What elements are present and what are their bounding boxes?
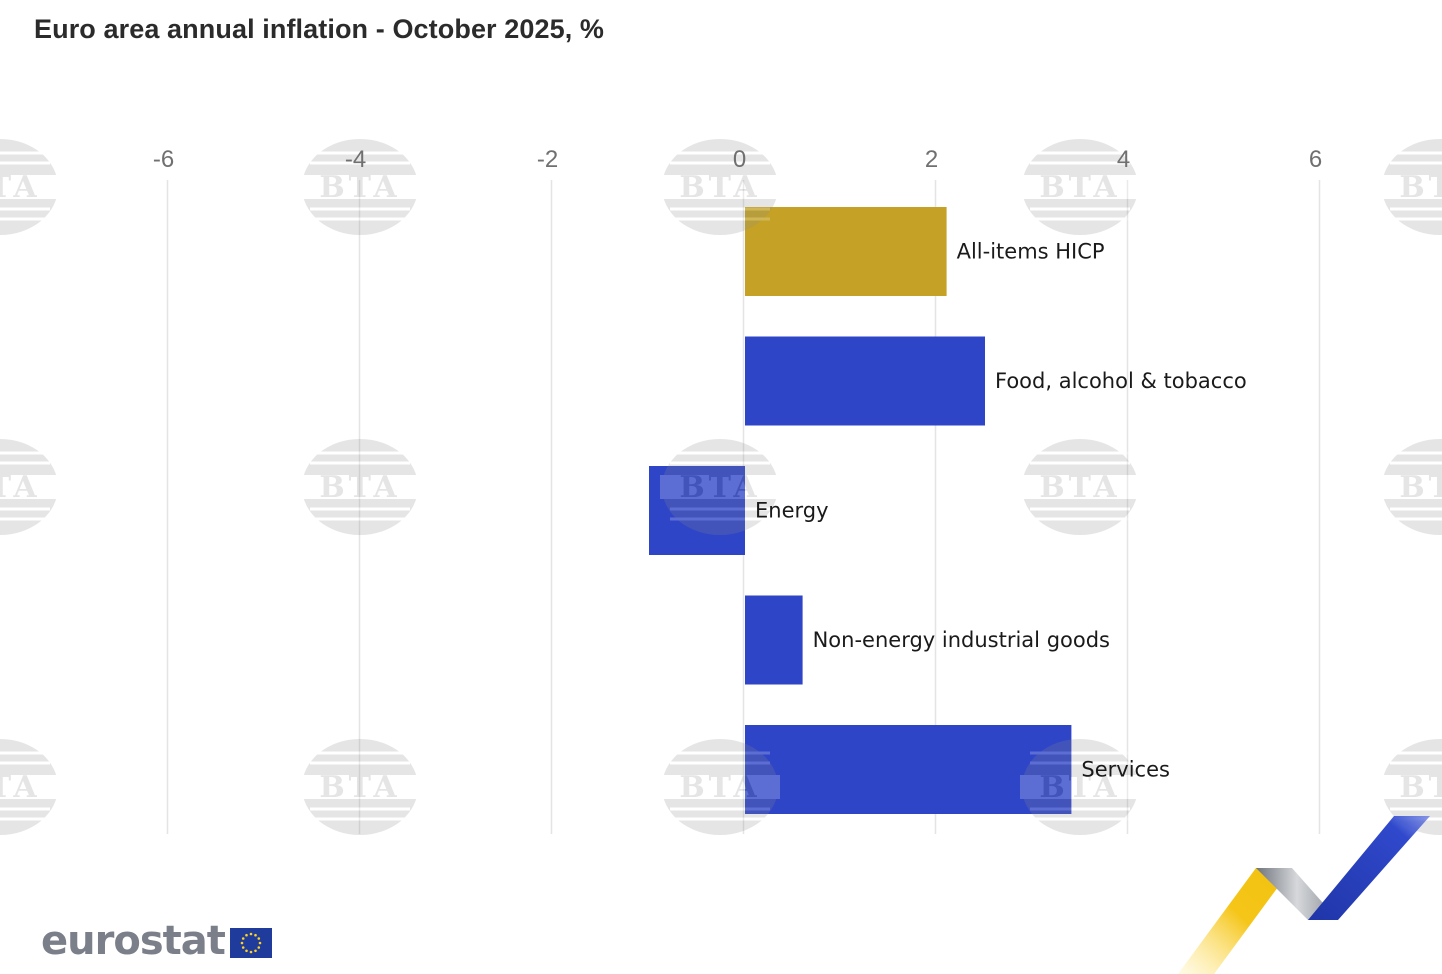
- svg-text:BTA: BTA: [1399, 770, 1442, 805]
- watermark-badge: BTA: [1380, 139, 1442, 235]
- x-tick-label: 0: [733, 146, 746, 173]
- gridlines: [166, 180, 1321, 834]
- x-axis-ticks: -6 -4 -2 0 2 4 6: [153, 146, 1322, 173]
- watermark-badge: BTA: [0, 139, 60, 235]
- bar-food-alcohol-tobacco: [745, 336, 985, 426]
- svg-text:BTA: BTA: [1399, 470, 1442, 505]
- x-tick-label: -6: [153, 146, 174, 173]
- svg-text:BTA: BTA: [319, 770, 400, 805]
- watermark-badge: BTA: [1380, 739, 1442, 835]
- bar-label: Energy: [755, 499, 829, 523]
- watermark-badge: BTA: [1020, 139, 1140, 235]
- bar-services: [745, 725, 1072, 814]
- bar-non-energy-industrial-goods: [745, 595, 803, 685]
- watermark-badge: BTA: [300, 439, 420, 535]
- svg-text:BTA: BTA: [1399, 170, 1442, 205]
- watermark-badge: BTA: [300, 739, 420, 835]
- svg-text:BTA: BTA: [319, 170, 400, 205]
- x-tick-label: -4: [345, 146, 366, 173]
- svg-text:BTA: BTA: [1039, 770, 1120, 805]
- svg-text:BTA: BTA: [0, 770, 41, 805]
- chart-title: Euro area annual inflation - October 202…: [34, 14, 605, 44]
- watermark-badge: BTA: [1380, 439, 1442, 535]
- watermark: BTA BTA BTA BTA BTA BTA BTA BTA BTA BTA BTA BTA BTA B…: [0, 139, 1442, 835]
- eu-flag-icon: [229, 928, 272, 958]
- logo-text: eurostat: [41, 918, 226, 964]
- bars: [649, 207, 1072, 814]
- svg-text:BTA: BTA: [0, 170, 41, 205]
- watermark-badge: BTA: [1020, 439, 1140, 535]
- watermark-badge: BTA: [0, 739, 60, 835]
- x-tick-label: 2: [925, 146, 938, 173]
- ribbon-decoration: [1178, 816, 1430, 974]
- svg-text:BTA: BTA: [679, 770, 760, 805]
- eurostat-logo: eurostat: [41, 918, 272, 964]
- svg-text:BTA: BTA: [0, 470, 41, 505]
- watermark-badge: BTA: [660, 139, 780, 235]
- bar-label: All-items HICP: [957, 240, 1105, 264]
- watermark-badge: BTA: [660, 739, 780, 835]
- bar-all-items-hicp: [745, 207, 947, 296]
- svg-text:BTA: BTA: [1039, 170, 1120, 205]
- x-tick-label: -2: [537, 146, 558, 173]
- bar-label: Food, alcohol & tobacco: [995, 369, 1247, 393]
- svg-text:BTA: BTA: [679, 170, 760, 205]
- watermark-badge: BTA: [1020, 739, 1140, 835]
- bar-label: Non-energy industrial goods: [813, 628, 1110, 652]
- bar-energy: [649, 466, 745, 555]
- svg-text:BTA: BTA: [679, 470, 760, 505]
- x-tick-label: 6: [1309, 146, 1322, 173]
- svg-text:BTA: BTA: [1039, 470, 1120, 505]
- x-tick-label: 4: [1117, 146, 1130, 173]
- watermark-badge: BTA: [660, 439, 780, 535]
- bar-label: Services: [1081, 758, 1170, 782]
- bar-labels: All-items HICP Food, alcohol & tobacco Ene…: [755, 240, 1247, 782]
- watermark-badge: BTA: [300, 139, 420, 235]
- watermark-badge: BTA: [0, 439, 60, 535]
- svg-text:BTA: BTA: [319, 470, 400, 505]
